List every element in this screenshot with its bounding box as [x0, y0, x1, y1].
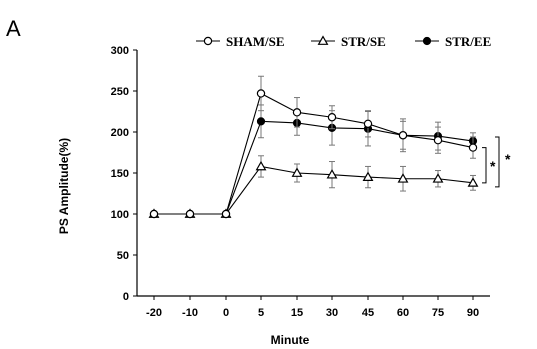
x-tick-label: 15 [291, 307, 303, 319]
y-tick-label: 100 [111, 209, 129, 221]
y-tick-label: 300 [111, 45, 129, 57]
x-tick-label: 45 [362, 307, 374, 319]
y-tick-label: 200 [111, 127, 129, 139]
data-point-open-circle [256, 89, 266, 98]
series-line [154, 165, 474, 215]
data-point-open-triangle [397, 173, 409, 183]
x-tick-label: 90 [467, 307, 479, 319]
data-point-open-circle [327, 113, 337, 122]
y-axis-ticks: 0 50 100 150 200 250 300 [111, 45, 137, 303]
series-str-se [148, 155, 479, 218]
series-sham-se [149, 75, 478, 219]
y-tick-label: 250 [111, 86, 129, 98]
data-point-open-triangle [291, 167, 303, 177]
x-axis-title: Minute [271, 333, 310, 347]
legend-item-sham-se: SHAM/SE [196, 34, 285, 49]
data-point-open-circle [398, 131, 408, 140]
data-point-open-circle [292, 108, 302, 117]
y-tick-label: 150 [111, 168, 129, 180]
data-point-open-circle [433, 135, 443, 145]
legend: SHAM/SE STR/SE STR/EE [196, 34, 491, 49]
legend-item-str-se: STR/SE [311, 34, 386, 49]
data-point-open-triangle [255, 160, 267, 171]
x-tick-label: 0 [223, 307, 229, 319]
panel-label: A [6, 16, 21, 41]
data-point-open-triangle [432, 173, 444, 183]
legend-label: SHAM/SE [226, 34, 285, 49]
x-tick-label: 30 [326, 307, 338, 319]
y-axis-title: PS Amplitude(%) [57, 138, 71, 234]
x-tick-label: 75 [432, 307, 444, 319]
x-axis-ticks: -20 -10 0 5 15 30 45 60 75 90 [146, 296, 479, 319]
series-line [154, 92, 474, 215]
data-point-open-circle [468, 143, 478, 152]
data-point-filled-circle [422, 36, 432, 46]
data-point-open-triangle [362, 171, 374, 181]
data-point-open-circle [363, 119, 373, 129]
series-str-ee [149, 104, 478, 219]
x-tick-label: -20 [146, 307, 162, 319]
significance-bracket-sham-vs-str-se [482, 147, 487, 184]
legend-label: STR/EE [445, 34, 491, 49]
x-tick-label: 60 [397, 307, 409, 319]
significance-bracket-str-ee-vs-str-se [495, 136, 500, 188]
data-point-open-circle [203, 36, 213, 46]
data-point-open-triangle [317, 35, 329, 45]
significance-marker: * [490, 158, 496, 174]
y-tick-label: 0 [123, 291, 129, 303]
significance-marker: * [505, 151, 511, 167]
data-point-open-triangle [326, 169, 338, 179]
data-point-open-circle [221, 209, 231, 219]
data-point-filled-circle [256, 117, 266, 126]
x-tick-label: 5 [258, 307, 264, 319]
significance-brackets: * * [482, 136, 511, 188]
data-point-open-circle [149, 209, 159, 219]
y-tick-label: 50 [117, 250, 129, 262]
legend-item-str-ee: STR/EE [415, 34, 491, 49]
legend-label: STR/SE [341, 34, 386, 49]
series-line [154, 120, 474, 215]
data-point-open-triangle [467, 177, 479, 187]
chart-axes [136, 50, 490, 297]
data-point-open-circle [185, 209, 195, 219]
x-tick-label: -10 [182, 307, 198, 319]
series-layer [148, 75, 479, 219]
